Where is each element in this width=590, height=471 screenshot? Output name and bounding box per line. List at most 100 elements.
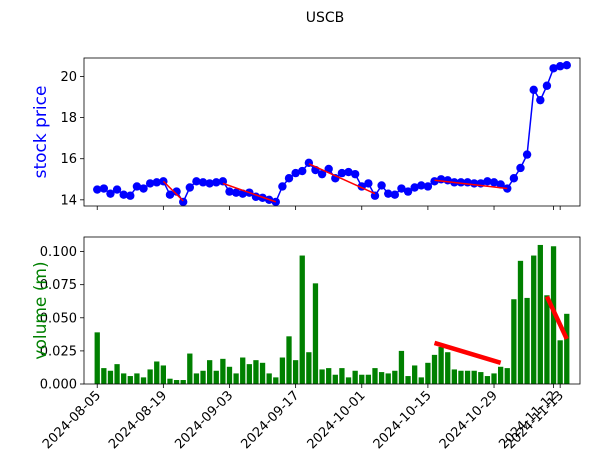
volume-bar	[326, 368, 332, 384]
price-point	[536, 95, 545, 105]
price-point	[112, 185, 122, 194]
price-point	[509, 174, 519, 183]
price-panel: 14 16 18 20 stock price	[31, 57, 581, 208]
price-point	[185, 183, 195, 192]
volume-bar	[511, 299, 517, 384]
price-point	[529, 85, 538, 95]
volume-bar	[187, 353, 193, 384]
volume-bar	[207, 360, 213, 384]
volume-trend-line	[433, 340, 502, 365]
volume-ytick-label: 0.075	[40, 278, 77, 293]
price-trend-line	[434, 179, 508, 190]
price-point	[496, 180, 505, 189]
price-point	[172, 187, 181, 196]
price-point	[139, 184, 148, 193]
volume-bar	[121, 373, 127, 384]
volume-bar	[339, 368, 345, 384]
volume-bar	[213, 370, 219, 384]
volume-bar	[220, 358, 226, 384]
volume-bar	[497, 366, 504, 384]
price-point	[231, 188, 241, 197]
volume-bar	[101, 368, 107, 384]
volume-bar	[451, 369, 457, 384]
price-point	[165, 190, 175, 199]
price-point	[152, 178, 161, 187]
volume-bar	[259, 362, 266, 384]
price-point	[390, 190, 400, 199]
volume-trend-line	[544, 295, 569, 340]
price-point	[397, 184, 406, 193]
volume-bar	[471, 370, 477, 384]
volume-bar	[160, 365, 167, 384]
price-point	[225, 187, 234, 196]
price-point	[377, 181, 386, 190]
price-point	[284, 174, 294, 183]
xtick-label: 2024-08-19	[106, 388, 170, 452]
price-point	[410, 183, 419, 192]
price-point	[212, 178, 221, 187]
price-point	[145, 179, 155, 188]
volume-bar	[94, 332, 100, 384]
volume-bar	[253, 360, 259, 384]
volume-bar	[180, 380, 186, 384]
price-point	[370, 191, 380, 200]
price-point	[205, 179, 214, 188]
price-point	[516, 163, 525, 173]
price-point	[106, 189, 115, 198]
price-ytick-label: 20	[60, 70, 77, 85]
volume-bar	[445, 352, 451, 384]
xtick-label: 2024-11-13	[503, 388, 567, 452]
price-point	[522, 150, 532, 159]
price-point	[555, 62, 565, 71]
price-point	[278, 182, 287, 191]
volume-ytick-label: 0.025	[40, 344, 77, 359]
price-ytick-label: 16	[60, 152, 77, 167]
volume-bar	[266, 373, 272, 384]
price-point	[483, 177, 492, 186]
xtick-label: 2024-09-17	[238, 388, 302, 452]
price-point	[430, 177, 439, 186]
price-point	[344, 167, 353, 177]
volume-bar	[332, 374, 338, 384]
volume-bar	[319, 369, 325, 384]
price-point	[337, 168, 347, 178]
volume-bar	[378, 372, 385, 384]
volume-bar	[286, 336, 292, 384]
price-point	[562, 60, 571, 70]
volume-bar	[544, 295, 550, 384]
volume-bar	[292, 360, 299, 384]
volume-ytick-label: 0.000	[40, 378, 77, 393]
volume-bar	[405, 376, 411, 384]
volume-bar	[425, 362, 431, 384]
price-ytick-label: 18	[60, 111, 77, 126]
price-point	[489, 178, 499, 187]
volume-bar	[140, 377, 147, 384]
price-axes-frame	[83, 57, 581, 207]
price-point	[423, 182, 433, 191]
volume-ytick-label: 0.100	[40, 245, 77, 260]
price-point	[198, 178, 208, 187]
xtick-label: 2024-10-01	[305, 388, 369, 452]
volume-bar	[352, 370, 358, 384]
volume-bar	[147, 369, 153, 384]
price-point	[93, 185, 102, 194]
volume-bar	[299, 255, 305, 384]
volume-bar	[306, 352, 312, 384]
volume-bar	[524, 297, 530, 384]
volume-bar	[504, 368, 510, 384]
volume-bar	[345, 377, 352, 384]
volume-bar	[134, 373, 140, 384]
volume-bar	[107, 370, 114, 384]
volume-bar	[173, 380, 180, 384]
price-point	[119, 190, 128, 199]
volume-bar	[359, 374, 365, 384]
volume-bar	[246, 364, 252, 384]
price-point	[542, 81, 552, 90]
volume-ylabel: volume (m)	[31, 261, 51, 359]
volume-bar	[240, 357, 246, 384]
volume-bar	[200, 370, 206, 384]
volume-bar	[114, 364, 120, 384]
price-ylabel: stock price	[31, 86, 51, 179]
volume-bar	[412, 365, 418, 384]
